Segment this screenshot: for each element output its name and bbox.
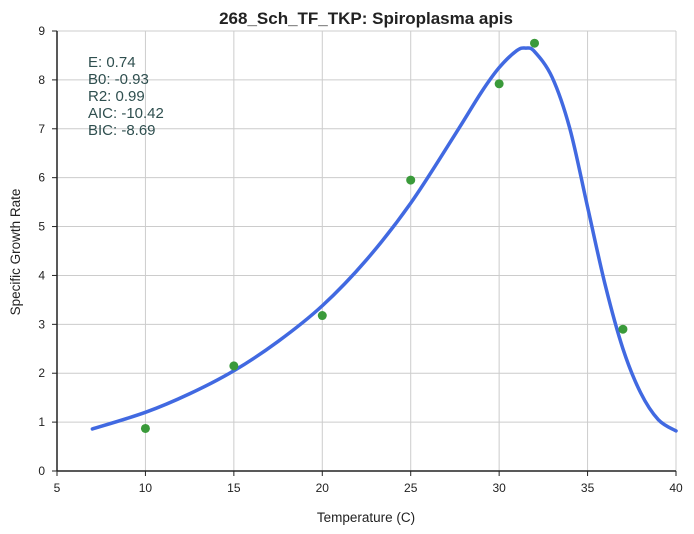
- y-tick-label: 4: [38, 268, 45, 282]
- x-tick-label: 40: [669, 481, 683, 495]
- stat-e: E: 0.74: [88, 54, 136, 71]
- x-tick-label: 10: [139, 481, 153, 495]
- data-point: [229, 361, 239, 371]
- stat-bic: BIC: -8.69: [88, 122, 156, 139]
- y-tick-label: 7: [38, 122, 45, 136]
- y-tick-label: 2: [38, 366, 45, 380]
- y-tick-label: 0: [38, 464, 45, 478]
- x-tick-label: 35: [581, 481, 595, 495]
- y-axis-label: Specific Growth Rate: [8, 189, 23, 316]
- chart-title: 268_Sch_TF_TKP: Spiroplasma apis: [219, 9, 513, 28]
- data-point: [494, 79, 504, 89]
- data-point: [406, 175, 416, 185]
- stat-r2: R2: 0.99: [88, 88, 145, 105]
- y-tick-label: 1: [38, 415, 45, 429]
- y-tick-label: 9: [38, 24, 45, 38]
- x-tick-label: 15: [227, 481, 241, 495]
- data-point: [140, 423, 150, 433]
- fit-statistics: E: 0.74 B0: -0.93 R2: 0.99 AIC: -10.42 B…: [88, 54, 164, 139]
- x-axis-label: Temperature (C): [317, 510, 415, 525]
- data-point: [530, 38, 540, 48]
- fitted-curve-group: [90, 46, 678, 433]
- y-tick-label: 3: [38, 317, 45, 331]
- data-point: [317, 311, 327, 321]
- y-tick-label: 6: [38, 171, 45, 185]
- axes: [56, 31, 676, 472]
- y-tick-label: 8: [38, 73, 45, 87]
- stat-aic: AIC: -10.42: [88, 105, 164, 122]
- x-tick-label: 25: [404, 481, 418, 495]
- y-tick-label: 5: [38, 220, 45, 234]
- grid-lines: [56, 30, 677, 472]
- data-points-group: [140, 38, 628, 433]
- x-tick-label: 20: [316, 481, 330, 495]
- tick-labels: 5 10 15 20 25 30 35 40 0 1 2 3 4 5 6 7 8 9: [38, 24, 683, 495]
- data-point: [618, 324, 628, 334]
- stat-b0: B0: -0.93: [88, 71, 149, 88]
- x-tick-label: 5: [54, 481, 61, 495]
- x-tick-label: 30: [492, 481, 506, 495]
- fitted-curve: [90, 46, 678, 433]
